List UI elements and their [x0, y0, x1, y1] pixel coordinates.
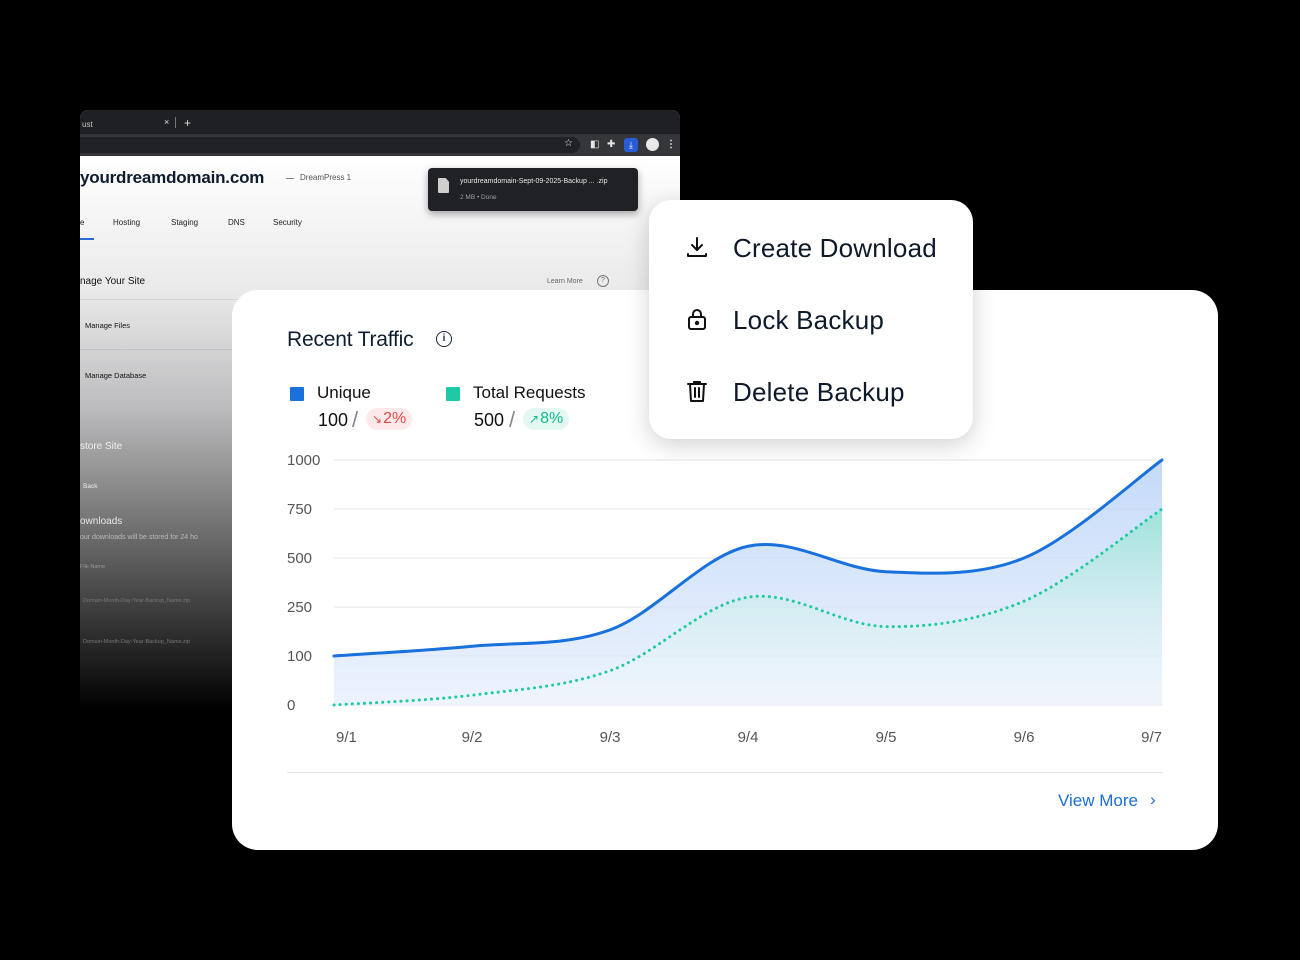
lock-backup-menu-item[interactable]: Lock Backup — [649, 289, 973, 349]
tab-hosting[interactable]: Hosting — [113, 218, 141, 227]
y-tick-label: 500 — [287, 550, 312, 567]
lock-backup-label: Lock Backup — [733, 305, 885, 335]
trend-up-icon: ↗ — [529, 412, 540, 426]
total-requests-change-value: 8% — [540, 410, 564, 427]
y-tick-label: 750 — [287, 501, 312, 518]
x-tick-label: 9/1 — [336, 729, 357, 746]
bookmark-star-icon[interactable]: ☆ — [564, 138, 573, 149]
trend-down-icon: ↘ — [372, 412, 383, 426]
learn-more-link[interactable]: Learn More — [547, 278, 583, 285]
tab-overview[interactable]: e — [80, 218, 85, 227]
info-icon[interactable]: i — [436, 331, 452, 347]
unique-change-badge: ↘2% — [366, 408, 413, 430]
browser-toolbar: ☆ ◧ ✚ ⤓ ⋮ — [80, 134, 680, 156]
restore-site-heading: store Site — [80, 441, 123, 452]
divider — [80, 349, 260, 350]
downloads-note: our downloads will be stored for 24 ho — [80, 534, 198, 541]
address-bar[interactable] — [80, 137, 580, 153]
create-download-menu-item[interactable]: Create Download — [649, 217, 973, 277]
x-tick-label: 9/6 — [1014, 729, 1035, 746]
download-popup[interactable]: yourdreamdomain-Sept-09-2025-Backup ... … — [428, 168, 638, 211]
downloads-heading: ownloads — [80, 516, 123, 527]
title-divider — [286, 178, 294, 179]
divider — [80, 299, 260, 300]
total-requests-value: 500 — [474, 410, 505, 430]
site-plan: DreamPress 1 — [300, 173, 352, 182]
file-icon — [438, 178, 449, 193]
download-filename[interactable]: yourdreamdomain-Sept-09-2025-Backup ... … — [460, 178, 608, 185]
browser-menu-icon[interactable]: ⋮ — [666, 139, 676, 150]
browser-tab-bar: ust × + — [80, 110, 680, 134]
delete-backup-label: Delete Backup — [733, 377, 905, 407]
value-separator: / — [509, 407, 516, 432]
total-requests-legend-label: Total Requests — [473, 383, 586, 402]
x-tick-label: 9/2 — [462, 729, 483, 746]
card-title: Recent Traffic — [287, 328, 414, 351]
value-separator: / — [352, 407, 359, 432]
help-icon[interactable]: ? — [597, 275, 609, 287]
download-status: 2 MB • Done — [460, 194, 497, 201]
downloads-icon[interactable]: ⤓ — [624, 138, 638, 152]
tab-staging[interactable]: Staging — [171, 218, 199, 227]
tab-dns[interactable]: DNS — [228, 218, 245, 227]
manage-database-link[interactable]: Manage Database — [85, 371, 147, 380]
download-file-row[interactable]: Domain-Month-Day-Year-Backup_Name.zip — [83, 639, 191, 645]
x-tick-label: 9/5 — [876, 729, 897, 746]
backup-actions-menu: Create Download Lock Backup Delete Backu… — [649, 200, 973, 439]
card-divider — [287, 772, 1163, 773]
traffic-chart: 0 100 250 500 750 1000 9/1 9/2 9/3 9/4 9/5 9/6 9/7 — [287, 452, 1164, 746]
x-tick-label: 9/3 — [600, 729, 621, 746]
unique-value: 100 — [318, 410, 349, 430]
browser-tab-label[interactable]: ust — [82, 120, 93, 129]
total-requests-legend-swatch — [446, 387, 460, 401]
tab-separator — [175, 117, 176, 128]
site-tabs: e Hosting Staging DNS Security — [80, 218, 680, 240]
series-line-0 — [332, 458, 1164, 658]
download-icon — [687, 237, 707, 257]
profile-avatar[interactable] — [646, 138, 659, 151]
new-tab-icon[interactable]: + — [184, 116, 192, 130]
active-tab-indicator — [80, 238, 94, 240]
unique-legend-swatch — [290, 387, 304, 401]
manage-site-heading: nage Your Site — [80, 276, 146, 287]
total-requests-change-badge: ↗8% — [523, 408, 570, 430]
y-tick-label: 1000 — [287, 452, 320, 469]
back-link[interactable]: Back — [83, 483, 98, 490]
trash-icon — [687, 381, 707, 402]
x-tick-label: 9/4 — [738, 729, 759, 746]
y-tick-label: 100 — [287, 648, 312, 665]
y-tick-label: 0 — [287, 697, 295, 714]
create-download-label: Create Download — [733, 233, 937, 263]
unique-legend-label: Unique — [317, 383, 371, 402]
series-area-1 — [334, 509, 1162, 705]
site-title: yourdreamdomain.com — [80, 168, 265, 187]
lock-icon — [688, 309, 706, 330]
extensions-icon[interactable]: ✚ — [607, 139, 616, 150]
tab-security[interactable]: Security — [273, 218, 302, 227]
y-tick-label: 250 — [287, 599, 312, 616]
chevron-right-icon[interactable]: › — [1150, 790, 1156, 809]
file-name-column-header: File Name — [80, 564, 106, 570]
download-file-row[interactable]: Domain-Month-Day-Year-Backup_Name.zip — [83, 598, 191, 604]
delete-backup-menu-item[interactable]: Delete Backup — [649, 361, 973, 421]
side-panel-icon[interactable]: ◧ — [590, 139, 600, 150]
tab-close-icon[interactable]: × — [164, 117, 170, 127]
series-line-1 — [332, 507, 1164, 707]
recent-traffic-card: 0 100 250 500 750 1000 9/1 9/2 9/3 9/4 9/5 9/6 9/7 R… — [232, 290, 1218, 850]
view-more-link[interactable]: View More — [1058, 791, 1138, 810]
manage-files-link[interactable]: Manage Files — [85, 321, 131, 330]
unique-change-value: 2% — [383, 410, 407, 427]
x-tick-label: 9/7 — [1141, 729, 1162, 746]
